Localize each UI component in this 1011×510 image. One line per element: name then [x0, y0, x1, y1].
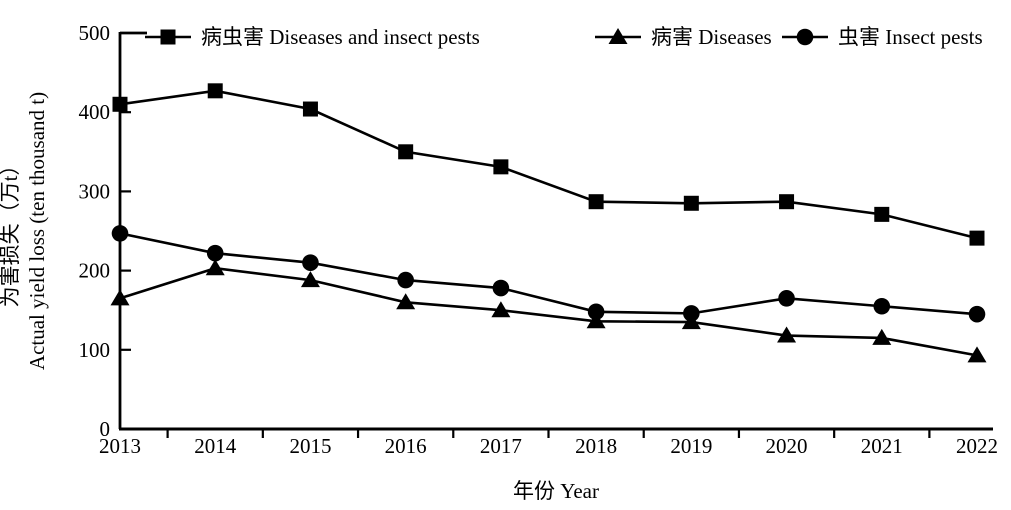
square-marker: [683, 195, 699, 211]
circle-marker: [968, 305, 986, 323]
triangle-marker: [205, 259, 225, 276]
triangle-marker: [110, 289, 130, 306]
x-axis-title: 年份 Year: [513, 479, 599, 503]
y-axis-title-en: Actual yield loss (ten thousand t): [25, 92, 49, 370]
x-tick-label: 2018: [575, 434, 617, 458]
y-tick-label: 200: [79, 259, 111, 283]
legend-item-triangle: 病害 Diseases: [595, 25, 772, 49]
y-tick-label: 500: [79, 21, 111, 45]
x-tick-label: 2020: [766, 434, 808, 458]
triangle-marker: [608, 28, 628, 44]
series-line-square: [119, 89, 978, 240]
square-marker: [588, 194, 604, 210]
circle-marker: [492, 279, 510, 297]
x-tick-label: 2022: [956, 434, 998, 458]
triangle-marker: [396, 293, 416, 310]
circle-marker: [587, 303, 605, 321]
series-line-triangle: [119, 266, 978, 357]
x-tick-label: 2013: [99, 434, 141, 458]
x-tick-label: 2015: [289, 434, 331, 458]
legend-item-circle: 虫害 Insect pests: [782, 25, 983, 49]
x-tick-label: 2014: [194, 434, 237, 458]
y-axis-title-zh: 为害损失（万t）: [0, 155, 22, 308]
square-marker: [493, 159, 509, 175]
circle-marker: [796, 28, 814, 46]
y-tick-label: 400: [79, 100, 111, 124]
legend-item-square: 病虫害 Diseases and insect pests: [145, 25, 480, 49]
circle-marker: [302, 254, 319, 271]
triangle-marker: [872, 328, 892, 345]
circle-marker: [873, 297, 891, 315]
circle-marker: [397, 271, 414, 289]
triangle-marker: [491, 301, 511, 318]
square-marker: [969, 230, 985, 246]
y-tick-label: 0: [100, 417, 111, 441]
triangle-marker: [967, 346, 987, 363]
triangle-marker: [586, 312, 606, 329]
y-tick-label: 100: [79, 338, 111, 362]
y-tick-label: 300: [79, 179, 111, 203]
circle-marker: [778, 290, 795, 307]
x-tick-label: 2017: [480, 434, 522, 458]
x-tick-label: 2021: [861, 434, 903, 458]
square-marker: [160, 29, 176, 45]
circle-marker: [683, 305, 700, 322]
circle-marker: [206, 244, 224, 262]
square-marker: [112, 96, 128, 112]
square-marker: [398, 144, 414, 160]
legend-label: 虫害 Insect pests: [838, 25, 983, 49]
square-marker: [874, 206, 890, 222]
x-tick-label: 2019: [670, 434, 712, 458]
square-marker: [779, 194, 795, 210]
series-line-circle: [119, 232, 978, 316]
circle-marker: [111, 225, 129, 242]
legend-label: 病虫害 Diseases and insect pests: [201, 25, 480, 49]
x-tick-label: 2016: [385, 434, 427, 458]
square-marker: [207, 83, 223, 99]
triangle-marker: [300, 271, 320, 288]
legend-label: 病害 Diseases: [651, 25, 772, 49]
square-marker: [302, 101, 318, 117]
triangle-marker: [777, 326, 797, 343]
